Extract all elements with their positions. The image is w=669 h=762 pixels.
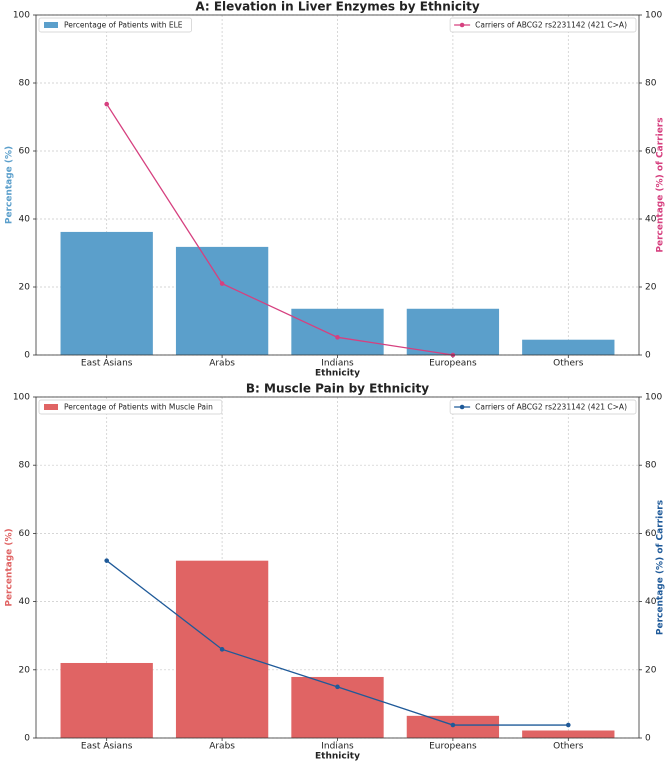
legend-marker — [459, 22, 465, 28]
line-marker — [219, 281, 225, 286]
y2-tick-label: 0 — [645, 734, 651, 744]
bar — [175, 246, 269, 355]
line — [106, 103, 453, 356]
x-axis-label: Ethnicity — [315, 369, 360, 379]
legend: Percentage of Patients with Muscle Pain — [38, 399, 223, 415]
y2-tick-label: 80 — [645, 79, 657, 89]
y-tick-label: 0 — [24, 351, 30, 361]
line-marker — [450, 722, 456, 728]
x-tick-label: Europeans — [429, 359, 477, 369]
y2-tick-label: 20 — [645, 665, 657, 675]
legend-marker — [459, 404, 465, 410]
line-marker — [335, 335, 340, 340]
y2-tick-label: 60 — [645, 147, 657, 157]
y-tick-label: 100 — [13, 11, 30, 21]
y-axis-label: Percentage (%) — [5, 146, 15, 224]
chart-title: A: Elevation in Liver Enzymes by Ethnici… — [195, 0, 480, 14]
plot-frame — [35, 14, 640, 356]
legend-box — [449, 17, 637, 33]
legend-swatch — [44, 22, 58, 28]
bar — [291, 308, 384, 355]
x-tick-label: East Asians — [81, 359, 133, 369]
legend-swatch — [44, 404, 58, 410]
y-tick-label: 60 — [19, 529, 31, 539]
bar — [60, 231, 153, 355]
legend: Carriers of ABCG2 rs2231142 (421 C>A) — [449, 399, 637, 415]
x-axis-label: Ethnicity — [315, 752, 360, 762]
y-tick-label: 20 — [19, 665, 31, 675]
y2-axis-label: Percentage (%) of Carriers — [656, 500, 666, 635]
x-tick-label: Others — [553, 742, 584, 752]
y-tick-label: 20 — [19, 283, 31, 293]
y-tick-label: 60 — [19, 147, 31, 157]
y2-tick-label: 20 — [645, 283, 657, 293]
y2-tick-label: 80 — [645, 461, 657, 471]
y-tick-label: 80 — [19, 461, 31, 471]
y-tick-label: 80 — [19, 79, 31, 89]
line-marker — [335, 684, 340, 690]
y2-tick-label: 60 — [645, 529, 657, 539]
x-tick-label: East Asians — [81, 742, 133, 752]
line-marker — [104, 558, 109, 563]
legend-label: Percentage of Patients with ELE — [64, 21, 183, 30]
bar — [60, 662, 153, 738]
legend-label: Carriers of ABCG2 rs2231142 (421 C>A) — [475, 403, 627, 412]
y-tick-label: 40 — [19, 597, 31, 607]
y2-tick-label: 0 — [645, 351, 651, 361]
y2-tick-label: 100 — [645, 393, 662, 403]
x-tick-label: Europeans — [429, 742, 477, 752]
legend-box — [38, 399, 223, 415]
y2-tick-label: 40 — [645, 597, 657, 607]
x-tick-label: Others — [553, 359, 584, 369]
x-tick-label: Arabs — [209, 359, 235, 369]
y-tick-label: 100 — [13, 393, 30, 403]
legend-label: Percentage of Patients with Muscle Pain — [64, 403, 213, 412]
bar — [522, 730, 615, 738]
bar — [522, 339, 615, 355]
y2-tick-label: 100 — [645, 11, 662, 21]
y-axis-label: Percentage (%) — [5, 528, 15, 606]
y2-axis-label: Percentage (%) of Carriers — [656, 117, 666, 252]
x-tick-label: Indians — [321, 742, 354, 752]
bar — [406, 308, 500, 355]
chart-title: B: Muscle Pain by Ethnicity — [246, 382, 429, 396]
legend: Percentage of Patients with ELE — [38, 17, 192, 33]
plot-frame — [35, 396, 640, 739]
legend-box — [38, 17, 192, 33]
x-tick-label: Indians — [321, 359, 354, 369]
line-marker — [566, 722, 571, 728]
line-marker — [219, 647, 225, 652]
legend-label: Carriers of ABCG2 rs2231142 (421 C>A) — [475, 21, 627, 30]
y-tick-label: 40 — [19, 215, 31, 225]
y2-tick-label: 40 — [645, 215, 657, 225]
y-tick-label: 0 — [24, 734, 30, 744]
line-marker — [104, 101, 109, 107]
x-tick-label: Arabs — [209, 742, 235, 752]
legend-box — [449, 399, 637, 415]
legend: Carriers of ABCG2 rs2231142 (421 C>A) — [449, 17, 637, 33]
